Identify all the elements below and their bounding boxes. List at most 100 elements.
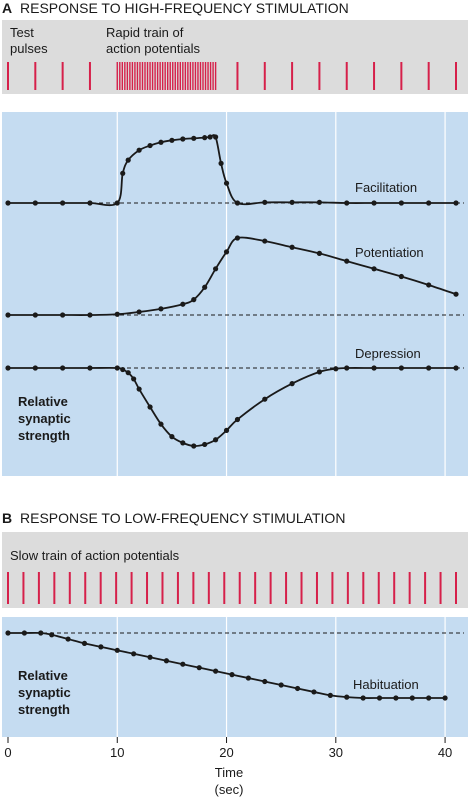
- data-point: [289, 199, 295, 205]
- data-point: [213, 134, 219, 140]
- data-point: [213, 437, 219, 443]
- data-point: [169, 137, 175, 143]
- data-point: [398, 200, 404, 206]
- data-point: [223, 427, 230, 433]
- data-point: [333, 366, 339, 372]
- x-tick-label: 20: [219, 745, 233, 760]
- data-point: [87, 365, 93, 371]
- series-label-habituation: Habituation: [353, 677, 419, 692]
- data-point: [125, 157, 131, 163]
- data-point: [442, 695, 448, 701]
- series-curve: [8, 631, 446, 699]
- x-tick-label: 40: [438, 745, 452, 760]
- data-point: [426, 282, 432, 288]
- data-point: [213, 668, 219, 674]
- x-axis-ticks: 0 10 20 30 40: [4, 737, 452, 760]
- data-point: [60, 200, 66, 206]
- panel-b-ylabel-line-1: Relative: [18, 668, 68, 683]
- data-point: [114, 311, 120, 317]
- test-pulses-label-line-1: Test: [10, 25, 34, 40]
- data-point: [32, 365, 38, 371]
- data-point: [453, 200, 459, 206]
- data-point: [234, 416, 241, 423]
- data-point: [136, 309, 142, 315]
- x-tick-label: 10: [110, 745, 124, 760]
- data-point: [316, 199, 323, 205]
- data-point: [158, 139, 164, 145]
- data-point: [262, 199, 268, 205]
- data-point: [163, 658, 170, 664]
- data-point: [147, 142, 153, 149]
- data-point: [316, 250, 323, 256]
- x-axis-label: Time: [215, 765, 243, 780]
- data-point: [125, 370, 131, 376]
- x-tick-label: 0: [4, 745, 11, 760]
- panel-a-ylabel-line-2: synaptic: [18, 411, 71, 426]
- panel-b-spikes: [7, 572, 457, 604]
- data-point: [202, 135, 208, 141]
- data-point: [344, 365, 350, 371]
- data-point: [453, 365, 459, 371]
- panel-a-gridlines: [116, 112, 446, 476]
- panel-a-spikes: [7, 62, 457, 90]
- panel-b-gridlines: [116, 617, 446, 737]
- data-point: [344, 694, 350, 700]
- data-point: [32, 312, 38, 318]
- data-point: [223, 180, 230, 186]
- data-point: [371, 266, 377, 272]
- data-point: [180, 301, 186, 307]
- panel-b-ylabel-line-3: strength: [18, 702, 70, 717]
- data-point: [147, 654, 153, 660]
- data-point: [191, 135, 197, 141]
- data-point: [207, 134, 213, 140]
- data-point: [169, 434, 175, 440]
- panel-a-letter: A: [2, 0, 12, 16]
- data-point: [398, 273, 404, 280]
- data-point: [114, 365, 120, 371]
- data-point: [376, 695, 383, 701]
- rapid-train-label-line-2: action potentials: [106, 41, 200, 56]
- data-point: [131, 651, 137, 657]
- data-point: [5, 630, 11, 636]
- data-point: [289, 381, 295, 387]
- data-point: [393, 695, 399, 701]
- data-point: [371, 365, 377, 371]
- data-point: [191, 297, 197, 303]
- data-point: [136, 147, 142, 153]
- rapid-train-label-line-1: Rapid train of: [106, 25, 184, 40]
- data-point: [180, 136, 186, 142]
- data-point: [360, 695, 366, 701]
- data-point: [223, 249, 230, 255]
- data-point: [81, 640, 88, 647]
- panel-a-ylabel-line-1: Relative: [18, 394, 68, 409]
- data-point: [180, 440, 186, 446]
- panel-b-title: RESPONSE TO LOW-FREQUENCY STIMULATION: [20, 510, 345, 526]
- data-point: [114, 647, 120, 653]
- data-point: [114, 200, 120, 206]
- data-point: [158, 421, 164, 427]
- data-point: [426, 200, 432, 206]
- data-point: [344, 200, 350, 206]
- data-point: [180, 661, 186, 667]
- data-point: [136, 386, 142, 392]
- data-point: [229, 672, 235, 678]
- data-point: [218, 160, 224, 166]
- data-point: [196, 665, 202, 671]
- data-point: [294, 685, 301, 692]
- data-point: [278, 682, 284, 688]
- panel-b-plot-area: [2, 617, 468, 737]
- data-point: [158, 306, 164, 312]
- panel-b-stimulus-panel: [2, 532, 468, 608]
- data-point: [245, 675, 251, 681]
- data-point: [65, 636, 71, 642]
- data-point: [426, 695, 432, 701]
- data-point: [21, 630, 27, 636]
- data-point: [234, 200, 241, 206]
- data-point: [60, 365, 66, 371]
- data-point: [120, 170, 126, 176]
- panel-a-plot-area: [2, 112, 468, 476]
- data-point: [191, 443, 197, 449]
- series-label-depression: Depression: [355, 346, 421, 361]
- data-point: [60, 312, 66, 318]
